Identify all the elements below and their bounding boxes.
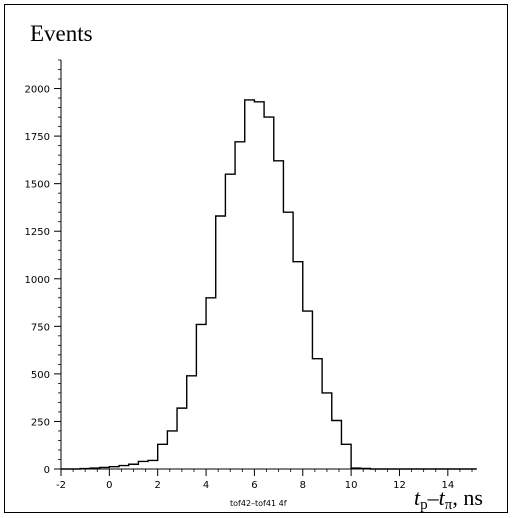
x-label-sub2: π (444, 497, 453, 513)
x-tick-label: 0 (106, 480, 112, 491)
x-tick-label: 2 (155, 480, 161, 491)
x-axis-label: tp–tπ, ns (414, 485, 483, 514)
axes (60, 60, 472, 470)
x-label-dash: – (427, 485, 439, 510)
y-tick-label: 2000 (25, 85, 50, 96)
y-tick-label: 250 (31, 417, 50, 428)
x-tick-label: 8 (300, 480, 306, 491)
histogram-caption: tof42–tof41 4f (230, 499, 287, 508)
x-tick-label: 10 (345, 480, 358, 491)
x-label-t1: t (414, 485, 421, 510)
x-tick-label: -2 (56, 480, 66, 491)
y-tick-label: 1750 (25, 132, 50, 143)
y-axis-label: Events (30, 21, 93, 46)
x-label-sub1: p (420, 497, 428, 513)
y-tick-label: 0 (44, 465, 50, 476)
ticks: 0 250 500 750 1000 1250 1500 1750 2000 -2 0 2 4 6 8 10 1… (25, 59, 473, 491)
x-label-t2: t (438, 485, 445, 510)
y-tick-label: 750 (31, 322, 50, 333)
x-tick-label: 6 (251, 480, 257, 491)
y-tick-label: 1000 (25, 275, 50, 286)
x-label-unit: , ns (452, 485, 483, 510)
histogram-series (61, 99, 477, 470)
y-tick-label: 1250 (25, 227, 50, 238)
y-tick-label: 1500 (25, 180, 50, 191)
y-tick-label: 500 (31, 370, 50, 381)
x-tick-label: 14 (441, 480, 454, 491)
chart-frame (4, 4, 508, 513)
x-tick-label: 12 (393, 480, 406, 491)
x-tick-label: 4 (203, 480, 209, 491)
